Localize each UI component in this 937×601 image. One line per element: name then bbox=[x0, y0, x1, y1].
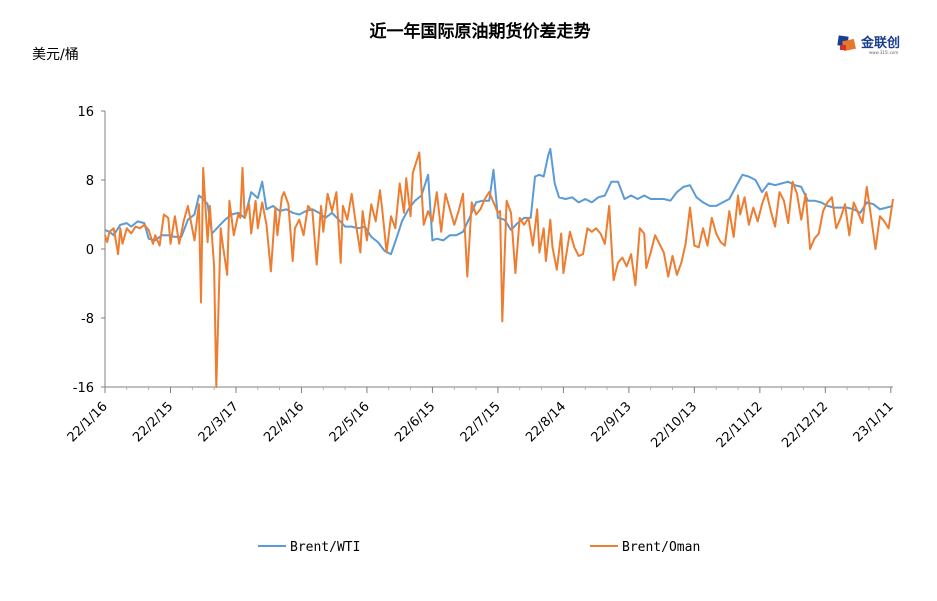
logo-subtext: www.315i.com bbox=[869, 50, 898, 55]
legend: Brent/WTI Brent/Oman bbox=[258, 540, 700, 555]
x-tick-label: 22/3/17 bbox=[196, 399, 242, 445]
x-tick-label: 22/4/16 bbox=[261, 399, 307, 445]
legend-label: Brent/Oman bbox=[622, 540, 700, 555]
series-layer bbox=[104, 147, 894, 388]
y-axis: 16 8 0 -8 -16 bbox=[73, 105, 106, 396]
chart-title: 近一年国际原油期货价差走势 bbox=[370, 21, 591, 42]
series-line-brent-oman bbox=[104, 151, 894, 388]
y-axis-label: 美元/桶 bbox=[32, 47, 79, 63]
x-axis: 22/1/16 22/2/15 22/3/17 22/4/16 22/5/16 22/6/… bbox=[65, 386, 897, 451]
y-tick-label: 8 bbox=[86, 174, 94, 189]
x-tick-label: 22/11/12 bbox=[714, 399, 766, 451]
brand-logo: 金联创 www.315i.com bbox=[837, 35, 900, 55]
y-tick-label: 16 bbox=[77, 105, 94, 120]
x-tick-label: 23/1/11 bbox=[851, 399, 897, 445]
x-tick-label: 22/12/12 bbox=[779, 399, 831, 451]
x-tick-label: 22/2/15 bbox=[130, 399, 176, 445]
x-tick-label: 22/6/15 bbox=[392, 399, 438, 445]
y-tick-label: -8 bbox=[81, 312, 94, 327]
y-tick-label: 0 bbox=[86, 243, 94, 258]
legend-label: Brent/WTI bbox=[290, 540, 360, 555]
logo-mark-icon bbox=[837, 35, 856, 52]
x-tick-label: 22/8/14 bbox=[523, 399, 569, 445]
x-tick-label: 22/10/13 bbox=[648, 399, 700, 451]
x-tick-label: 22/1/16 bbox=[65, 399, 111, 445]
x-tick-label: 22/5/16 bbox=[327, 399, 373, 445]
logo-text: 金联创 bbox=[860, 35, 900, 51]
series-line-brent-wti bbox=[104, 147, 894, 256]
y-tick-label: -16 bbox=[73, 381, 94, 396]
x-tick-label: 22/7/15 bbox=[458, 399, 504, 445]
x-tick-label: 22/9/13 bbox=[589, 399, 635, 445]
